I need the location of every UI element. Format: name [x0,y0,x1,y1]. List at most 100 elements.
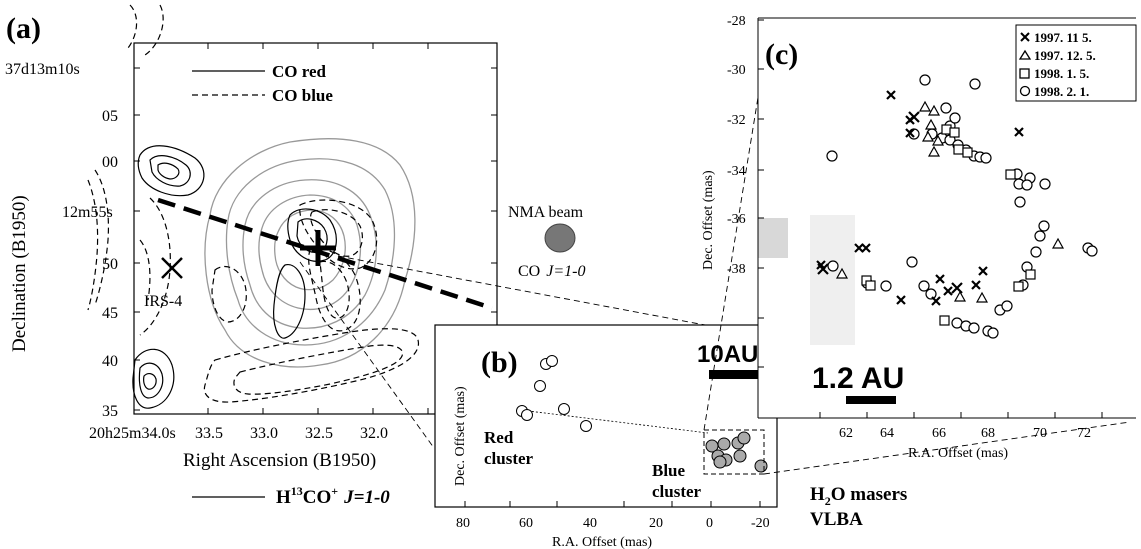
panel-c: -28 -30 -32 -34 -36 -38 62 64 66 68 70 7… [701,14,1137,461]
triangle-marker-icon [1018,49,1032,60]
panel-a-frame [133,42,498,415]
zoom-lines-b-c [703,84,1131,475]
panel-a-label: (a) [6,12,41,45]
beam-label: CO J=1-0 [518,263,585,280]
square-marker-icon [1019,68,1030,79]
legend-entry: 1998. 2. 1. [1034,84,1089,99]
x-tick-label: 80 [456,516,470,531]
x-tick-label: -20 [751,516,770,531]
panel-c-y-tick-labels: -28 -30 -32 -34 -36 -38 [727,14,746,277]
maser-label: H2O masers [810,484,907,508]
panel-c-y-tick-marks [758,19,764,368]
co-blue-contours [87,4,420,403]
h13co-contours [204,138,416,368]
panel-a-y-title: Declination (B1950) [9,195,30,352]
maser-points-cross [816,90,1024,306]
cluster-connector [519,409,709,434]
y-tick-label: 05 [102,108,118,125]
y-tick-label: -28 [727,14,746,29]
x-tick-label: 20h25m34.0s [89,425,176,442]
legend-co-blue: CO blue [272,86,333,105]
x-tick-label: 32.0 [360,425,388,442]
maser-points-circle [826,74,1098,339]
x-tick-label: 20 [649,516,663,531]
h13co-legend: H13CO+ J=1-0 [276,484,390,508]
panel-c-scale-label: 1.2 AU [812,362,904,395]
panel-c-scale-bar [846,396,896,404]
irs4-label: IRS-4 [144,293,182,310]
beam-ellipse [544,223,576,253]
blue-cluster-box [703,429,765,475]
blue-cluster-label-1: Blue [652,461,686,480]
panel-a-x-tick-marks [207,43,429,414]
vlba-label: VLBA [810,509,863,530]
y-tick-label: 37d13m10s [5,61,80,78]
red-cluster-label-2: cluster [484,449,534,468]
maser-points-square [861,124,1036,326]
legend-entry: 1998. 1. 5. [1034,66,1089,81]
y-tick-label: -30 [727,63,746,78]
panel-b-y-title: Dec. Offset (mas) [453,386,468,486]
panel-c-grey-block [810,215,855,345]
outflow-axis-line [157,197,493,311]
panel-c-legend-box [1015,24,1137,102]
x-tick-label: 68 [981,426,995,441]
legend-entry: 1997. 12. 5. [1034,48,1096,63]
y-tick-label: 35 [102,403,118,420]
panel-a-x-title: Right Ascension (B1950) [183,450,376,471]
x-tick-label: 62 [839,426,853,441]
maser-points-triangle [835,100,1065,303]
blue-cluster-points [705,431,768,473]
panel-b-label: (b) [481,346,518,379]
center-cross-marker [300,230,336,266]
y-tick-label: -34 [727,164,746,179]
x-tick-label: 32.5 [305,425,333,442]
panel-b-x-title: R.A. Offset (mas) [552,535,652,549]
x-marker-icon [1020,32,1030,42]
y-tick-label: 45 [102,305,118,322]
x-tick-label: 33.0 [250,425,278,442]
panel-a: (a) [5,4,585,508]
red-cluster-label-1: Red [484,428,514,447]
x-tick-label: 60 [519,516,533,531]
red-cluster-points [516,355,592,432]
y-tick-label: 12m55s [62,204,113,221]
x-tick-label: 70 [1033,426,1047,441]
beam-title: NMA beam [508,204,584,221]
panel-c-x-tick-marks [819,412,1103,418]
y-tick-label: -36 [727,212,746,227]
y-tick-label: -32 [727,113,746,128]
x-tick-label: 64 [880,426,894,441]
panel-b: (b) 10AU Red cluster Blue cluster [434,324,778,549]
panel-c-x-tick-labels: 62 64 66 68 70 72 [839,426,1091,441]
x-tick-label: 40 [583,516,597,531]
blue-cluster-label-2: cluster [652,482,702,501]
x-tick-label: 66 [932,426,946,441]
legend-co-red: CO red [272,62,327,81]
panel-c-x-title: R.A. Offset (mas) [908,446,1008,461]
y-tick-label: 40 [102,353,118,370]
x-tick-label: 72 [1077,426,1091,441]
irs4-marker [161,257,183,279]
panel-a-y-tick-marks [134,67,497,411]
panel-c-label: (c) [765,38,798,71]
panel-a-x-tick-labels: 20h25m34.0s 33.5 33.0 32.5 32.0 [89,425,388,442]
y-tick-label: -38 [727,262,746,277]
panel-a-y-tick-labels: 37d13m10s 05 00 12m55s 50 45 40 35 [5,61,118,420]
panel-a-legend: CO red CO blue [192,62,333,105]
panel-b-scale-bar [709,370,761,379]
x-tick-label: 0 [706,516,713,531]
legend-backdrop [175,57,370,107]
panel-b-x-tick-marks [464,501,761,507]
y-tick-label: 50 [102,256,118,273]
panel-c-y-title: Dec. Offset (mas) [701,170,716,270]
panel-b-scale-label: 10AU [697,341,758,368]
panel-b-frame [434,324,778,508]
zoom-lines-a-b [299,255,706,449]
x-tick-label: 33.5 [195,425,223,442]
circle-marker-icon [1019,85,1031,97]
y-tick-label: 00 [102,154,118,171]
panel-c-legend: 1997. 11 5. 1997. 12. 5. 1998. 1. 5. 199… [1018,30,1096,99]
panel-b-x-tick-labels: 80 60 40 20 0 -20 [456,516,770,531]
